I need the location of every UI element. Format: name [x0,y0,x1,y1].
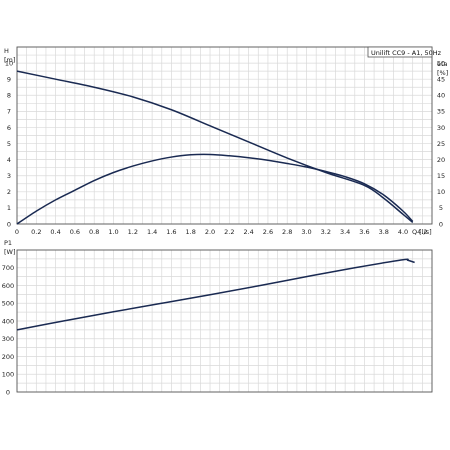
top-y-tick-label: 0 [7,220,11,228]
top-y-tick-label: 10 [5,59,13,67]
top-x-tick-label: 2.8 [282,228,292,236]
bottom-y-tick-label: 400 [2,317,14,325]
top-x-tick-label: 3.6 [359,228,369,236]
top-x-tick-label: 2.0 [205,228,215,236]
top-x-tick-label: 4.0 [398,228,408,236]
top-x-tick-label: 0 [15,228,19,236]
head-curve [16,70,414,223]
top-y-axis-label-h: H [4,47,9,55]
top-y2-tick-label: 45 [437,75,445,83]
top-y2-tick-label: 15 [437,172,445,180]
top-y2-tick-label: 40 [437,92,445,100]
top-y-tick-label: 2 [7,188,11,196]
bottom-y-tick-label: 300 [2,335,14,343]
top-x-tick-label: 1.0 [108,228,118,236]
top-x-tick-label: 0.6 [70,228,80,236]
top-series-lines [16,70,414,225]
bottom-y-tick-label: 700 [2,264,14,272]
top-x-tick-label: 2.2 [224,228,234,236]
power-curve [16,258,415,331]
top-y2-tick-label: 5 [439,204,443,212]
bottom-y-tick-label: 200 [2,353,14,361]
top-y2-axis-label-unit: [%] [437,69,448,77]
top-x-tick-label: 1.6 [166,228,176,236]
top-x-tick-label: 0.8 [89,228,99,236]
top-x-tick-label: 0.4 [50,228,60,236]
top-y2-tick-label: 20 [437,156,445,164]
top-y-tick-label: 6 [7,124,11,132]
bottom-y-axis-label-p1: P1 [4,239,12,247]
bottom-y-tick-label: 100 [2,371,14,379]
bottom-y-tick-label: 0 [6,388,10,396]
chart-title: Unilift CC9 - A1, 50Hz [371,49,442,57]
top-x-tick-label: 1.4 [147,228,157,236]
top-y-tick-label: 5 [7,140,11,148]
top-y-tick-label: 3 [7,172,11,180]
top-y-tick-label: 7 [7,108,11,116]
bottom-y-tick-labels: 0 100 200 300 400 500 600 700 [2,264,14,396]
top-y2-tick-labels: 0 5 10 15 20 25 30 35 40 45 50 [437,59,445,228]
top-panel: H [m] eta [%] Unilift CC9 - A1, 50Hz 0 1 2… [4,46,448,236]
top-x-tick-label: 2.4 [243,228,253,236]
top-x-tick-label: 4.2 [417,228,427,236]
top-y-tick-label: 1 [7,204,11,212]
chart-title-box [367,46,433,58]
bottom-y-tick-label: 500 [2,300,14,308]
top-x-axis-label: Q [l/s] [412,228,432,236]
top-x-tick-label: 0.2 [31,228,41,236]
top-y2-tick-label: 25 [437,140,445,148]
top-y-tick-label: 4 [7,156,11,164]
bottom-plot-frame [16,249,433,393]
bottom-gridlines [16,249,433,393]
top-y-tick-label: 9 [7,75,11,83]
top-x-tick-label: 3.2 [321,228,331,236]
top-y2-tick-label: 50 [437,59,445,67]
top-y2-tick-label: 35 [437,108,445,116]
top-y2-tick-label: 30 [437,124,445,132]
efficiency-curve [16,153,414,225]
top-plot-frame [16,46,433,225]
bottom-y-tick-label: 600 [2,282,14,290]
top-x-tick-labels: 0 0.2 0.4 0.6 0.8 1.0 1.2 1.4 1.6 1.8 2.0 2.2 2.4 2.6… [15,228,428,236]
top-x-tick-label: 1.8 [186,228,196,236]
top-x-tick-label: 1.2 [128,228,138,236]
bottom-panel: P1 [W] 0 100 200 300 400 500 600 700 [2,239,433,396]
bottom-series-lines [16,258,415,331]
top-x-tick-label: 3.8 [379,228,389,236]
top-y2-tick-label: 0 [439,220,443,228]
top-x-tick-label: 3.4 [340,228,350,236]
top-x-tick-label: 3.0 [301,228,311,236]
bottom-y-axis-label-unit: [W] [4,248,16,256]
top-y2-tick-label: 10 [437,188,445,196]
top-y2-axis-label-eta: eta [437,60,448,68]
top-gridlines [16,46,433,225]
top-y-axis-label-unit: [m] [4,56,15,64]
top-y-tick-labels: 0 1 2 3 4 5 6 7 8 9 10 [5,59,13,228]
top-y-tick-label: 8 [7,92,11,100]
top-x-tick-label: 2.6 [263,228,273,236]
